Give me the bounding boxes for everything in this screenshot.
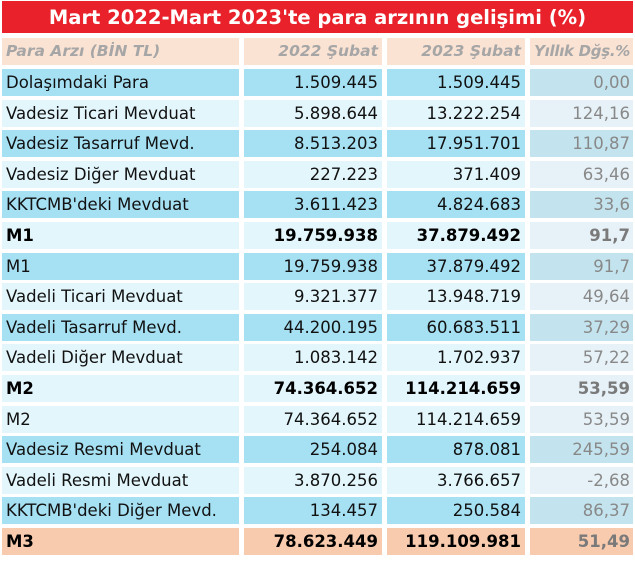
column-header-2023: 2023 Şubat xyxy=(387,38,525,65)
yearly-change: 49,64 xyxy=(530,283,633,311)
yearly-change: 57,22 xyxy=(530,344,633,372)
row-label: M2 xyxy=(2,375,239,402)
table-row: Dolaşımdaki Para 1.509.445 1.509.445 0,00 xyxy=(0,69,635,96)
row-label: Vadeli Tasarruf Mevd. xyxy=(2,313,239,341)
table-row: M3 78.623.449 119.109.981 51,49 xyxy=(0,528,635,555)
value-2022: 44.200.195 xyxy=(244,313,382,341)
column-header-change: Yıllık Dğş.% xyxy=(530,38,633,65)
value-2023: 13.222.254 xyxy=(387,99,525,127)
column-header-label: Para Arzı (BİN TL) xyxy=(2,38,239,65)
column-header-2022: 2022 Şubat xyxy=(244,38,382,65)
yearly-change: 37,29 xyxy=(530,313,633,341)
table-row: Vadesiz Diğer Mevduat 227.223 371.409 63,46 xyxy=(0,160,635,188)
value-2022: 227.223 xyxy=(244,160,382,188)
value-2023: 119.109.981 xyxy=(387,528,525,555)
row-label: KKTCMB'deki Diğer Mevd. xyxy=(2,497,239,525)
row-label: Dolaşımdaki Para xyxy=(2,69,239,96)
value-2023: 17.951.701 xyxy=(387,130,525,158)
table-row: Vadesiz Ticari Mevduat 5.898.644 13.222.25… xyxy=(0,99,635,127)
value-2023: 37.879.492 xyxy=(387,252,525,280)
row-label: Vadeli Diğer Mevduat xyxy=(2,344,239,372)
yearly-change: 33,6 xyxy=(530,191,633,219)
value-2022: 78.623.449 xyxy=(244,528,382,555)
yearly-change: 110,87 xyxy=(530,130,633,158)
value-2022: 74.364.652 xyxy=(244,405,382,433)
yearly-change: 124,16 xyxy=(530,99,633,127)
table-row: M1 19.759.938 37.879.492 91,7 xyxy=(0,252,635,280)
table-row: M1 19.759.938 37.879.492 91,7 xyxy=(0,222,635,249)
value-2023: 60.683.511 xyxy=(387,313,525,341)
yearly-change: 51,49 xyxy=(530,528,633,555)
value-2023: 13.948.719 xyxy=(387,283,525,311)
yearly-change: 91,7 xyxy=(530,222,633,249)
table-row: Vadeli Resmi Mevduat 3.870.256 3.766.657 -2… xyxy=(0,466,635,494)
value-2023: 878.081 xyxy=(387,436,525,464)
row-label: M2 xyxy=(2,405,239,433)
table-row: KKTCMB'deki Diğer Mevd. 134.457 250.584 86,… xyxy=(0,497,635,525)
value-2023: 114.214.659 xyxy=(387,405,525,433)
table-row: Vadeli Diğer Mevduat 1.083.142 1.702.937 57… xyxy=(0,344,635,372)
table-row: Vadesiz Tasarruf Mevd. 8.513.203 17.951.70… xyxy=(0,130,635,158)
value-2022: 9.321.377 xyxy=(244,283,382,311)
yearly-change: 86,37 xyxy=(530,497,633,525)
yearly-change: 53,59 xyxy=(530,405,633,433)
value-2022: 3.611.423 xyxy=(244,191,382,219)
row-label: Vadesiz Tasarruf Mevd. xyxy=(2,130,239,158)
row-label: KKTCMB'deki Mevduat xyxy=(2,191,239,219)
value-2022: 1.509.445 xyxy=(244,69,382,96)
value-2022: 19.759.938 xyxy=(244,252,382,280)
yearly-change: 53,59 xyxy=(530,375,633,402)
value-2022: 254.084 xyxy=(244,436,382,464)
yearly-change: 0,00 xyxy=(530,69,633,96)
yearly-change: 91,7 xyxy=(530,252,633,280)
table-header-row: Para Arzı (BİN TL) 2022 Şubat 2023 Şubat… xyxy=(0,38,635,65)
value-2022: 74.364.652 xyxy=(244,375,382,402)
row-label: Vadeli Ticari Mevduat xyxy=(2,283,239,311)
value-2023: 1.702.937 xyxy=(387,344,525,372)
value-2023: 3.766.657 xyxy=(387,466,525,494)
value-2022: 134.457 xyxy=(244,497,382,525)
value-2022: 3.870.256 xyxy=(244,466,382,494)
value-2023: 1.509.445 xyxy=(387,69,525,96)
value-2023: 114.214.659 xyxy=(387,375,525,402)
value-2023: 371.409 xyxy=(387,160,525,188)
table-row: M2 74.364.652 114.214.659 53,59 xyxy=(0,405,635,433)
row-label: Vadesiz Ticari Mevduat xyxy=(2,99,239,127)
row-label: M3 xyxy=(2,528,239,555)
value-2022: 8.513.203 xyxy=(244,130,382,158)
yearly-change: 245,59 xyxy=(530,436,633,464)
value-2022: 19.759.938 xyxy=(244,222,382,249)
yearly-change: -2,68 xyxy=(530,466,633,494)
row-label: Vadesiz Diğer Mevduat xyxy=(2,160,239,188)
value-2023: 37.879.492 xyxy=(387,222,525,249)
value-2022: 1.083.142 xyxy=(244,344,382,372)
table-row: KKTCMB'deki Mevduat 3.611.423 4.824.683 33,… xyxy=(0,191,635,219)
value-2022: 5.898.644 xyxy=(244,99,382,127)
yearly-change: 63,46 xyxy=(530,160,633,188)
table-title: Mart 2022-Mart 2023'te para arzının geli… xyxy=(2,1,633,33)
table-row: Vadeli Tasarruf Mevd. 44.200.195 60.683.51… xyxy=(0,313,635,341)
table-row: Vadeli Ticari Mevduat 9.321.377 13.948.719… xyxy=(0,283,635,311)
row-label: M1 xyxy=(2,222,239,249)
row-label: Vadesiz Resmi Mevduat xyxy=(2,436,239,464)
table-row: Vadesiz Resmi Mevduat 254.084 878.081 245,5… xyxy=(0,436,635,464)
row-label: Vadeli Resmi Mevduat xyxy=(2,466,239,494)
value-2023: 4.824.683 xyxy=(387,191,525,219)
row-label: M1 xyxy=(2,252,239,280)
table-row: M2 74.364.652 114.214.659 53,59 xyxy=(0,375,635,402)
value-2023: 250.584 xyxy=(387,497,525,525)
